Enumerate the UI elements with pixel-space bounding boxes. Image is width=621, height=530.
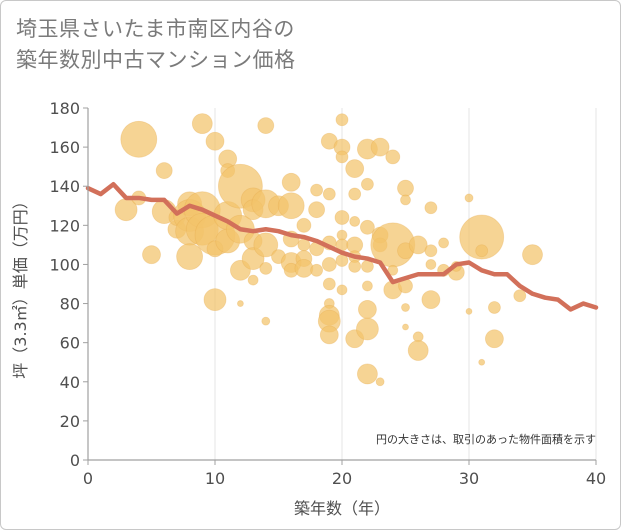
bubble-point [348, 259, 362, 273]
bubble-point [322, 277, 336, 291]
bubble-point [357, 300, 377, 319]
bubble-point [191, 113, 213, 135]
bubble-point [375, 377, 385, 387]
bubble-point [421, 290, 441, 310]
x-tick-label: 0 [83, 469, 93, 488]
bubble-point [408, 235, 428, 255]
bubble-point [400, 194, 411, 206]
bubble-point [335, 113, 349, 127]
size-note: 円の大きさは、取引のあった物件面積を示す [376, 432, 596, 446]
y-tick-label: 80 [60, 295, 80, 314]
average-price-line [85, 182, 599, 312]
bubble-point [438, 237, 450, 249]
bubble-point [397, 179, 414, 197]
bubble-point [370, 137, 390, 157]
bubble-point [236, 300, 244, 307]
bubble-point [120, 120, 158, 158]
y-tick-label: 120 [49, 216, 80, 235]
title-line-2: 築年数別中古マンション価格 [16, 48, 296, 72]
x-tick-label: 40 [586, 469, 606, 488]
bubble-point [401, 303, 410, 312]
bubble-point [321, 257, 337, 272]
average-line-layer [85, 182, 599, 312]
bubble-point [361, 280, 373, 292]
bubble-point [487, 301, 501, 314]
bubble-point [355, 317, 379, 341]
bubble-point [247, 274, 259, 286]
bubble-point [142, 245, 161, 265]
bubble-point [402, 323, 409, 331]
y-tick-label: 140 [49, 177, 80, 196]
bubble-point [277, 192, 305, 220]
bubble-point [385, 149, 401, 165]
bubble-point [478, 358, 486, 366]
y-tick-label: 20 [60, 412, 80, 431]
bubble-point [310, 263, 324, 277]
bubble-point [522, 244, 543, 266]
bubble-point [407, 340, 429, 361]
bubble-point [335, 150, 349, 164]
bubble-layer [114, 113, 543, 387]
y-tick-label: 100 [49, 255, 80, 274]
bubble-point [424, 201, 438, 215]
x-tick-label: 20 [332, 469, 352, 488]
bubble-point [464, 193, 474, 203]
bubble-point [176, 243, 204, 271]
bubble-point [484, 329, 504, 349]
bubble-point [336, 284, 348, 296]
bubble-point [281, 172, 301, 192]
bubble-point [296, 217, 312, 233]
bubble-point [475, 244, 489, 258]
bubble-point [203, 288, 227, 312]
bubble-point [349, 216, 361, 227]
y-tick-label: 60 [60, 334, 80, 353]
grid-lines [214, 108, 597, 460]
y-tick-label: 40 [60, 373, 80, 392]
bubble-point [257, 117, 275, 134]
bubble-point [360, 177, 374, 191]
bubble-point [155, 162, 173, 179]
bubble-point [513, 289, 527, 303]
bubble-point [459, 214, 505, 260]
y-tick-label: 160 [49, 138, 80, 157]
tick-labels: 0 20 40 60 80 100 120 140 160 180 0 10 20 30 40 [49, 99, 606, 488]
chart-title: 埼玉県さいたま市南区内谷の 築年数別中古マンション価格 [16, 14, 296, 76]
bubble-point [345, 159, 365, 179]
bubble-point [253, 232, 279, 258]
bubble-point [348, 187, 362, 201]
bubble-point [465, 307, 473, 315]
bubble-point [310, 183, 324, 197]
bubble-point [425, 259, 437, 270]
x-axis-title: 築年数（年） [294, 499, 390, 518]
bubble-point [261, 316, 271, 326]
bubble-point [359, 219, 375, 235]
y-tick-label: 0 [70, 451, 80, 470]
bubble-point [205, 131, 225, 151]
bubble-point [334, 210, 350, 225]
bubble-point [319, 325, 339, 345]
x-tick-label: 10 [205, 469, 225, 488]
bubble-point [259, 261, 273, 275]
title-line-1: 埼玉県さいたま市南区内谷の [16, 17, 295, 41]
y-tick-label: 180 [49, 99, 80, 118]
bubble-point [356, 363, 378, 385]
bubble-point [322, 187, 336, 201]
x-tick-label: 30 [459, 469, 479, 488]
y-axis-title: 坪（3.3㎡）単価（万円） [11, 193, 30, 378]
bubble-point [424, 244, 438, 258]
bubble-point [294, 258, 314, 278]
bubble-point [308, 201, 326, 219]
